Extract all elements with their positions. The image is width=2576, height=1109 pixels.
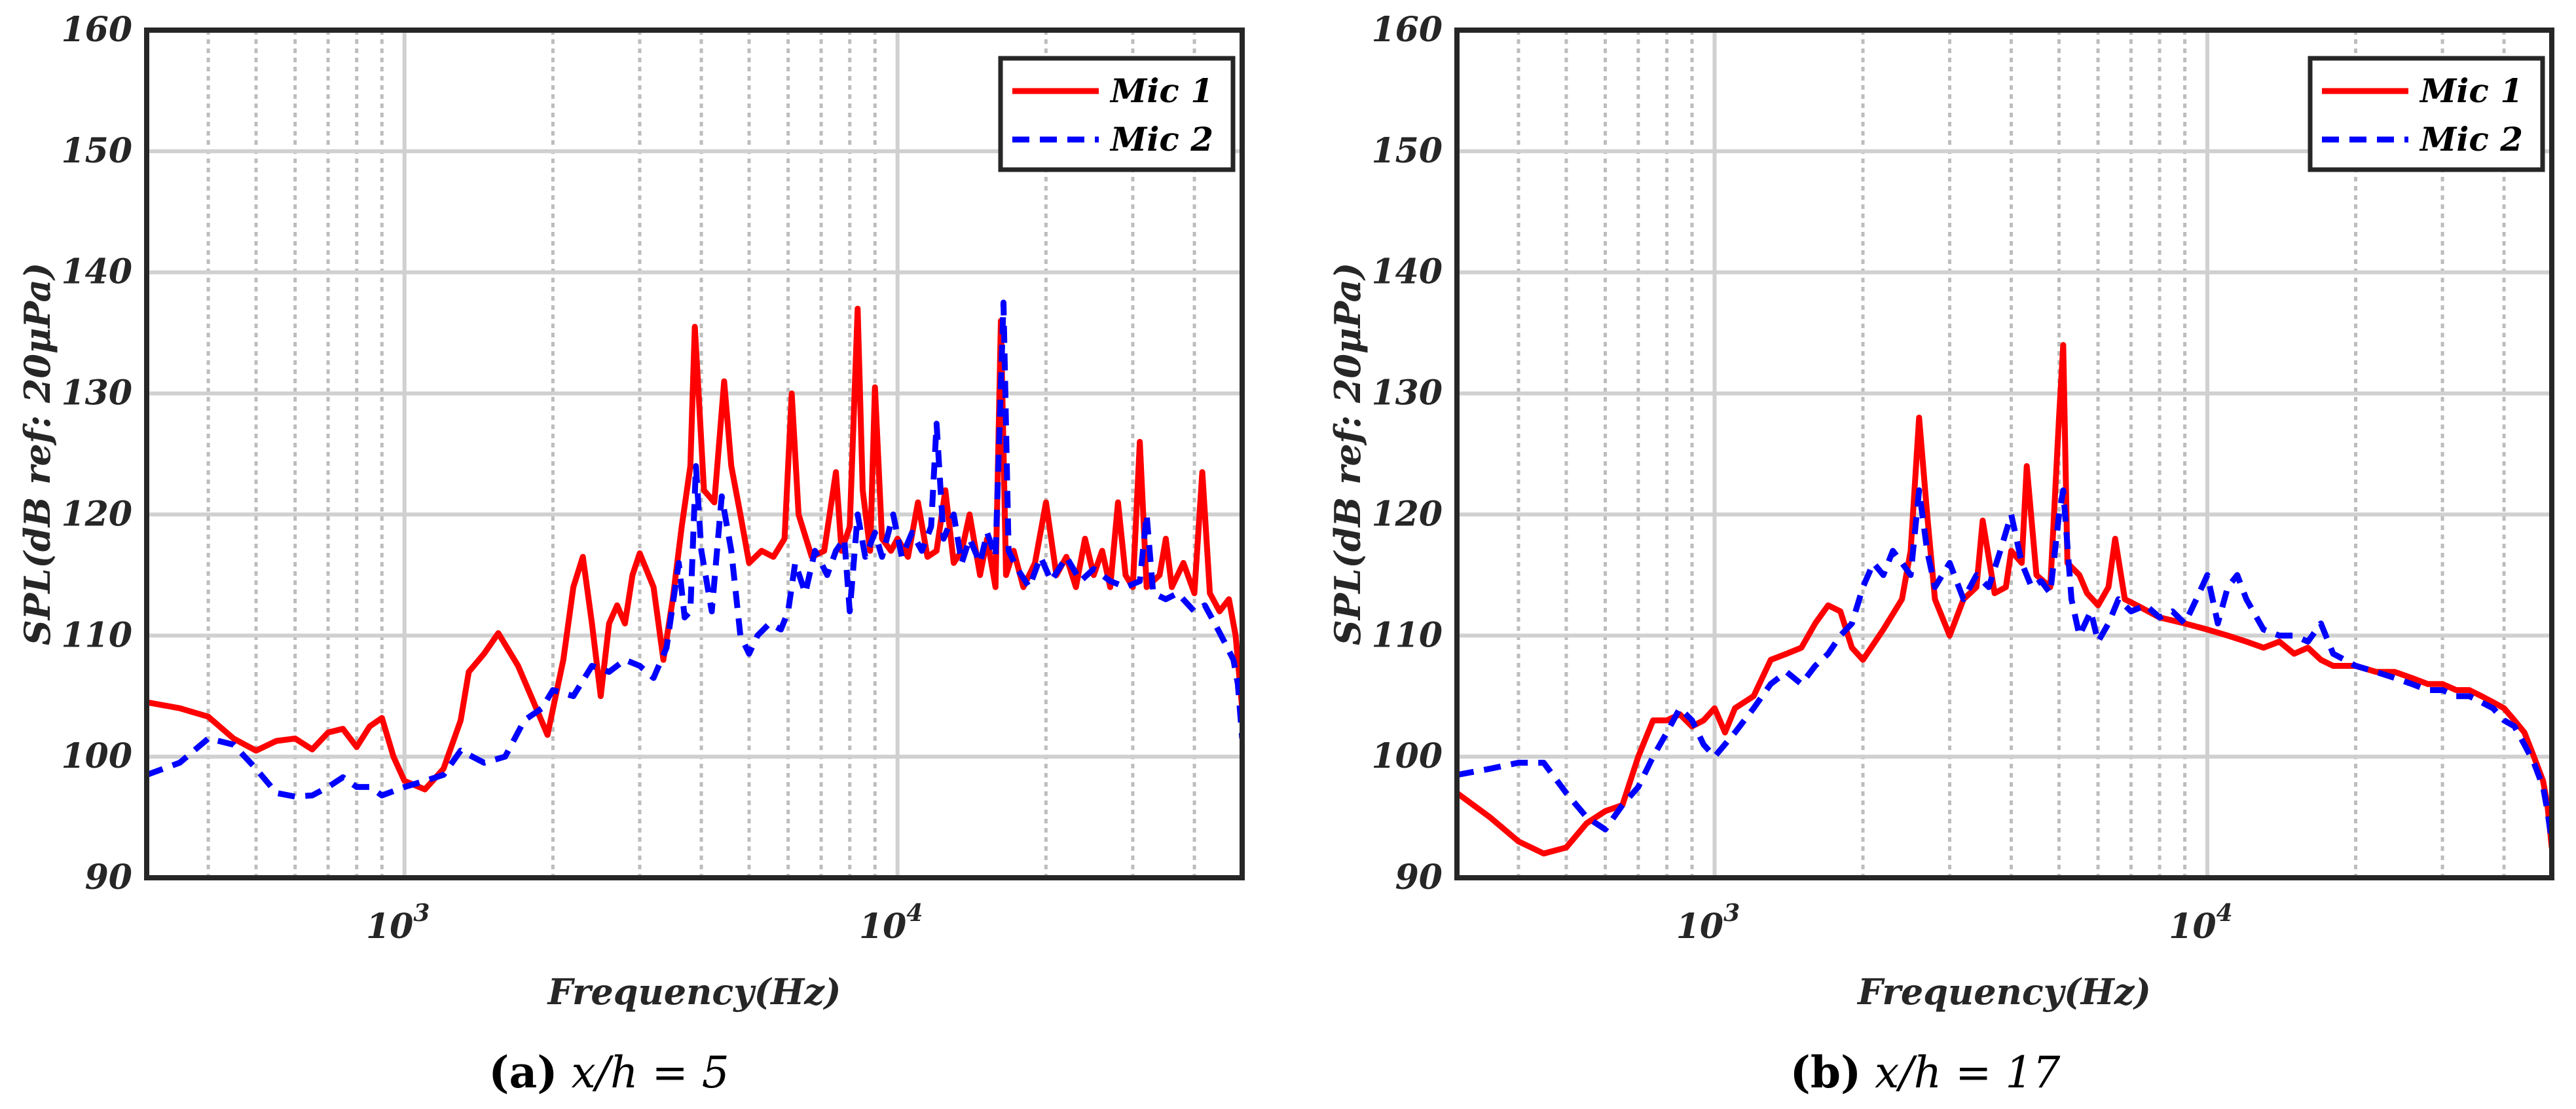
- panel-a: 90 100 110 120 130 140 150 160 103 104 Frequency(H…: [16, 10, 1245, 1098]
- axes-frame: [1454, 28, 2554, 880]
- y-tick-label: 100: [61, 736, 132, 776]
- y-axis-label: SPL(dB ref: 20μPa): [1327, 263, 1369, 645]
- y-tick-label: 120: [61, 494, 132, 534]
- x-tick-label: 104: [2169, 899, 2232, 947]
- panel-b: 90 100 110 120 130 140 150 160 103 104 Frequency(H…: [1327, 10, 2554, 1098]
- series-line-mic-2: [147, 299, 1242, 800]
- y-axis-label: SPL(dB ref: 20μPa): [16, 263, 58, 645]
- y-tick-label: 110: [1371, 615, 1443, 655]
- x-axis-label: Frequency(Hz): [547, 971, 841, 1013]
- x-tick-label: 103: [1676, 899, 1740, 947]
- legend: Mic 1 Mic 2: [998, 56, 1236, 172]
- legend-box: [2308, 56, 2545, 172]
- panel-caption: (a) x/h = 5: [488, 1047, 729, 1098]
- series-line-mic-2: [1457, 487, 2552, 842]
- series-line-mic-1: [1457, 342, 2552, 857]
- y-tick-label: 140: [61, 252, 132, 292]
- panel-caption: (b) x/h = 17: [1790, 1047, 2061, 1098]
- x-axis-label: Frequency(Hz): [1856, 971, 2151, 1013]
- y-tick-label: 160: [61, 10, 132, 50]
- series-group: [147, 299, 1242, 800]
- x-tick-label: 104: [859, 899, 923, 947]
- legend-label: Mic 2: [2419, 120, 2523, 159]
- y-tick-label: 140: [1371, 252, 1443, 292]
- series-group: [1457, 342, 2552, 857]
- grid: [1457, 28, 2552, 880]
- y-tick-label: 90: [85, 857, 132, 897]
- y-tick-label: 150: [61, 131, 132, 171]
- y-tick-label: 160: [1371, 10, 1443, 50]
- legend-label: Mic 1: [2419, 71, 2523, 110]
- legend: Mic 1 Mic 2: [2308, 56, 2545, 172]
- y-tick-label: 100: [1371, 736, 1443, 776]
- legend-label: Mic 1: [1109, 71, 1213, 110]
- y-tick-label: 130: [1371, 373, 1443, 413]
- legend-box: [998, 56, 1236, 172]
- x-tick-label: 103: [366, 899, 430, 947]
- legend-label: Mic 2: [1109, 120, 1213, 159]
- y-tick-label: 150: [1371, 131, 1443, 171]
- y-tick-label: 120: [1371, 494, 1443, 534]
- y-tick-label: 130: [61, 373, 132, 413]
- y-tick-label: 110: [61, 615, 132, 655]
- y-tick-label: 90: [1395, 857, 1443, 897]
- axes-frame: [144, 28, 1245, 880]
